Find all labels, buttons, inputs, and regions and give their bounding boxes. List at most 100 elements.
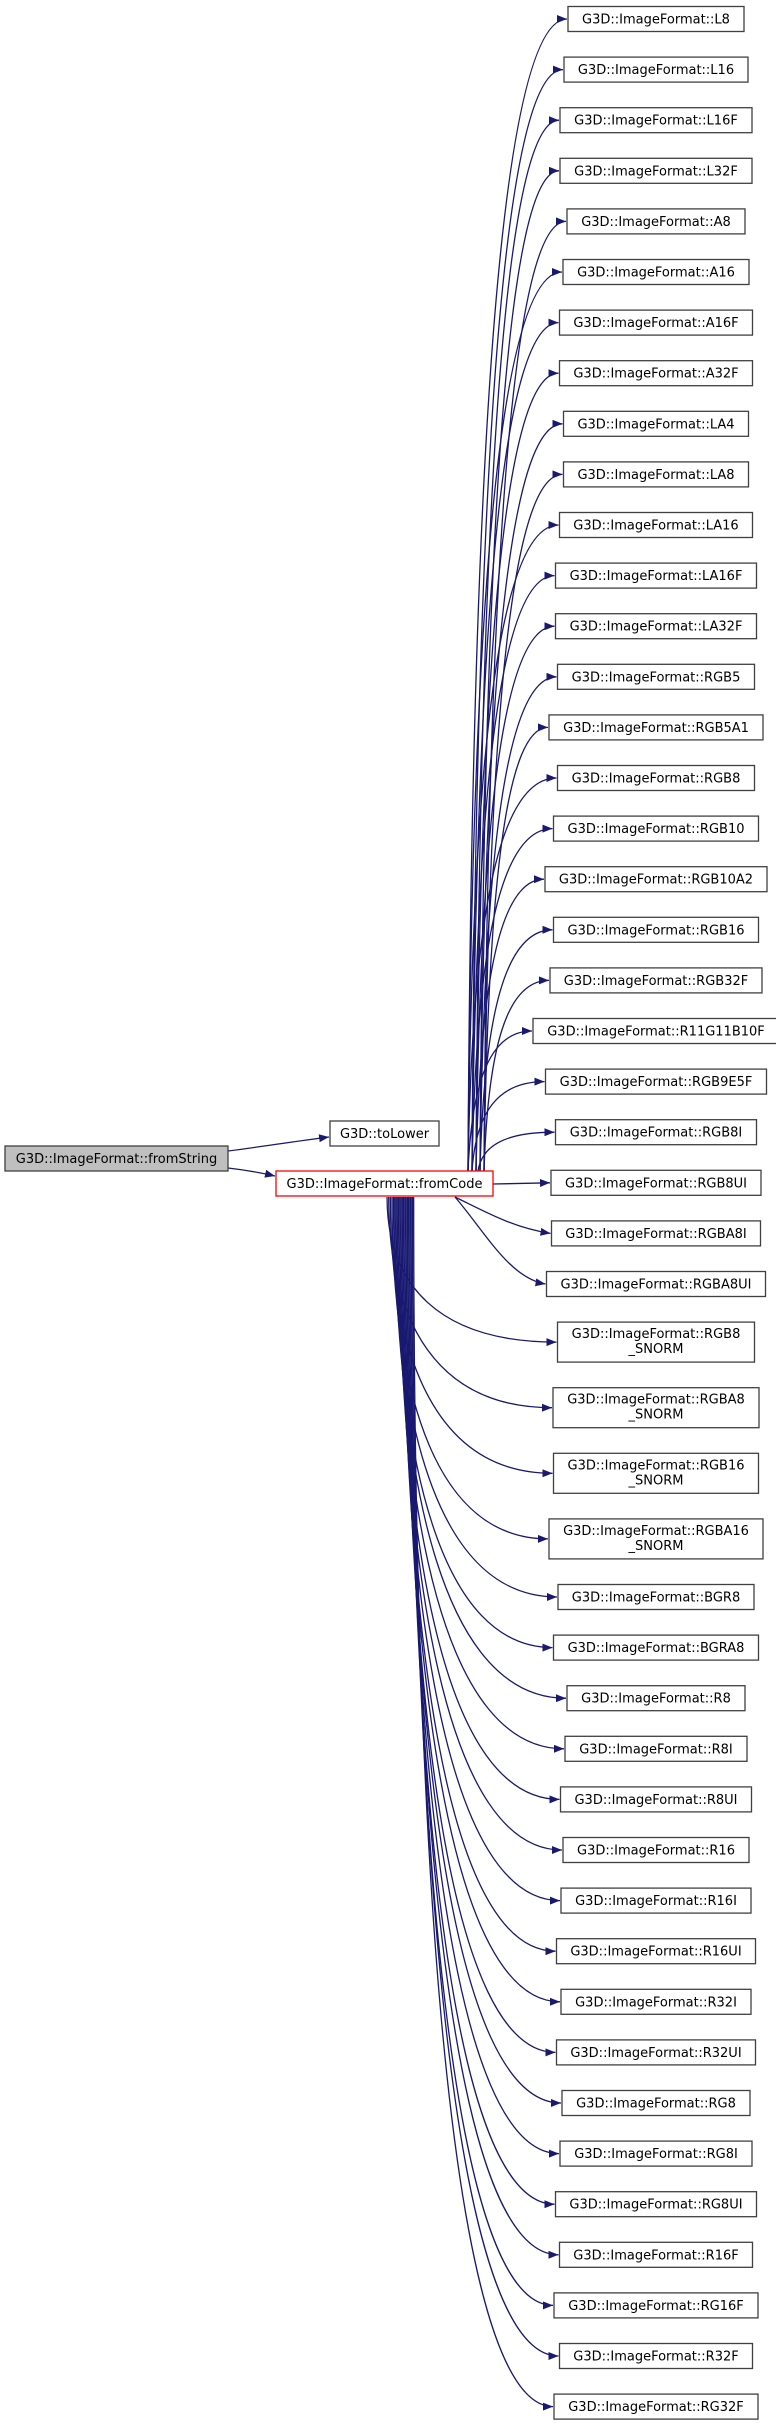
node-la32f[interactable]: G3D::ImageFormat::LA32F — [554, 613, 758, 640]
node-bgra8-box[interactable] — [552, 1634, 760, 1661]
node-rgba8i-box[interactable] — [550, 1220, 762, 1247]
node-bgra8[interactable]: G3D::ImageFormat::BGRA8 — [552, 1634, 760, 1661]
node-rgb16_snorm[interactable]: G3D::ImageFormat::RGB16_SNORM — [552, 1452, 760, 1494]
node-fromCode[interactable]: G3D::ImageFormat::fromCode — [275, 1170, 494, 1197]
node-rgb10-box[interactable] — [552, 815, 760, 842]
node-l16f-box[interactable] — [559, 107, 753, 134]
node-r8ui[interactable]: G3D::ImageFormat::R8UI — [559, 1786, 753, 1813]
node-r11g11b10f[interactable]: G3D::ImageFormat::R11G11B10F — [532, 1017, 776, 1045]
node-r32i[interactable]: G3D::ImageFormat::R32I — [560, 1988, 752, 2015]
node-rgb10a2[interactable]: G3D::ImageFormat::RGB10A2 — [544, 866, 768, 893]
node-r16f-box[interactable] — [558, 2241, 754, 2268]
node-r16i-box[interactable] — [560, 1887, 752, 1914]
node-rgba8_snorm-box[interactable] — [552, 1387, 760, 1429]
node-rg8i-box[interactable] — [559, 2140, 753, 2167]
node-rgb8i[interactable]: G3D::ImageFormat::RGB8I — [554, 1119, 758, 1146]
node-a32f-box[interactable] — [558, 360, 754, 387]
node-rg8ui[interactable]: G3D::ImageFormat::RG8UI — [554, 2191, 758, 2218]
node-r16[interactable]: G3D::ImageFormat::R16 — [562, 1836, 750, 1864]
node-l32f[interactable]: G3D::ImageFormat::L32F — [559, 157, 753, 184]
node-r8i-box[interactable] — [564, 1735, 748, 1762]
node-rg16f-box[interactable] — [553, 2292, 759, 2319]
node-fromString[interactable]: G3D::ImageFormat::fromString — [4, 1145, 229, 1172]
node-r16f[interactable]: G3D::ImageFormat::R16F — [558, 2241, 754, 2268]
node-la16-box[interactable] — [558, 511, 754, 539]
node-a8-box[interactable] — [566, 208, 746, 235]
node-rgba16_snorm-box[interactable] — [548, 1518, 764, 1560]
node-r16i[interactable]: G3D::ImageFormat::R16I — [560, 1887, 752, 1914]
node-rg32f[interactable]: G3D::ImageFormat::RG32F — [553, 2393, 759, 2420]
node-a32f[interactable]: G3D::ImageFormat::A32F — [558, 360, 754, 387]
node-a16[interactable]: G3D::ImageFormat::A16 — [562, 258, 750, 286]
node-rgb5a1-box[interactable] — [548, 714, 764, 741]
node-toLower-box[interactable] — [329, 1120, 440, 1147]
node-r32f-box[interactable] — [558, 2342, 754, 2370]
node-r32ui[interactable]: G3D::ImageFormat::R32UI — [555, 2039, 757, 2066]
node-la32f-box[interactable] — [554, 613, 758, 640]
node-la16[interactable]: G3D::ImageFormat::LA16 — [558, 511, 754, 539]
node-r16-box[interactable] — [562, 1836, 750, 1864]
node-r32i-box[interactable] — [560, 1988, 752, 2015]
node-rg16f[interactable]: G3D::ImageFormat::RG16F — [553, 2292, 759, 2319]
node-rgb32f-box[interactable] — [549, 967, 763, 994]
node-rg8-box[interactable] — [561, 2089, 751, 2117]
node-fromString-box[interactable] — [4, 1145, 229, 1172]
node-rgb10[interactable]: G3D::ImageFormat::RGB10 — [552, 815, 760, 842]
node-rgba8i[interactable]: G3D::ImageFormat::RGBA8I — [550, 1220, 762, 1247]
node-rgba8_snorm[interactable]: G3D::ImageFormat::RGBA8_SNORM — [552, 1387, 760, 1429]
node-rg8i[interactable]: G3D::ImageFormat::RG8I — [559, 2140, 753, 2167]
node-rgb8_snorm-box[interactable] — [556, 1321, 756, 1363]
node-fromCode-box[interactable] — [275, 1170, 494, 1197]
node-r8-box[interactable] — [566, 1685, 746, 1712]
node-rgb9e5f-box[interactable] — [544, 1068, 768, 1095]
node-rgb16-box[interactable] — [552, 916, 760, 943]
node-rg8ui-box[interactable] — [554, 2191, 758, 2218]
node-la4-box[interactable] — [562, 410, 750, 437]
node-a8[interactable]: G3D::ImageFormat::A8 — [566, 208, 746, 235]
node-l8-box[interactable] — [567, 5, 745, 33]
node-la4[interactable]: G3D::ImageFormat::LA4 — [562, 410, 750, 437]
node-l16[interactable]: G3D::ImageFormat::L16 — [563, 56, 749, 83]
node-rg32f-box[interactable] — [553, 2393, 759, 2420]
node-rg8[interactable]: G3D::ImageFormat::RG8 — [561, 2089, 751, 2117]
node-r32ui-box[interactable] — [555, 2039, 757, 2066]
node-rgba16_snorm[interactable]: G3D::ImageFormat::RGBA16_SNORM — [548, 1518, 764, 1560]
node-rgb16_snorm-box[interactable] — [552, 1452, 760, 1494]
node-rgb9e5f[interactable]: G3D::ImageFormat::RGB9E5F — [544, 1068, 768, 1095]
node-rgb8i-box[interactable] — [554, 1119, 758, 1146]
node-l16f[interactable]: G3D::ImageFormat::L16F — [559, 107, 753, 134]
node-a16f[interactable]: G3D::ImageFormat::A16F — [558, 309, 754, 336]
node-r11g11b10f-box[interactable] — [532, 1017, 776, 1045]
node-la8-box[interactable] — [562, 461, 750, 488]
node-r16ui-box[interactable] — [555, 1938, 757, 1965]
node-l16-box[interactable] — [563, 56, 749, 83]
node-la8[interactable]: G3D::ImageFormat::LA8 — [562, 461, 750, 488]
node-rgb5-box[interactable] — [556, 663, 756, 690]
node-rgba8ui-box[interactable] — [545, 1270, 767, 1298]
node-l8[interactable]: G3D::ImageFormat::L8 — [567, 5, 745, 33]
node-a16f-box[interactable] — [558, 309, 754, 336]
node-rgb5a1[interactable]: G3D::ImageFormat::RGB5A1 — [548, 714, 764, 741]
node-bgr8[interactable]: G3D::ImageFormat::BGR8 — [557, 1583, 755, 1611]
node-toLower[interactable]: G3D::toLower — [329, 1120, 440, 1147]
node-rgb8_snorm[interactable]: G3D::ImageFormat::RGB8_SNORM — [556, 1321, 756, 1363]
node-rgb16[interactable]: G3D::ImageFormat::RGB16 — [552, 916, 760, 943]
node-la16f-box[interactable] — [554, 562, 758, 589]
node-r16ui[interactable]: G3D::ImageFormat::R16UI — [555, 1938, 757, 1965]
node-rgb8[interactable]: G3D::ImageFormat::RGB8 — [556, 764, 756, 792]
node-r8[interactable]: G3D::ImageFormat::R8 — [566, 1685, 746, 1712]
node-bgr8-box[interactable] — [557, 1583, 755, 1611]
node-rgb8ui[interactable]: G3D::ImageFormat::RGB8UI — [550, 1169, 762, 1196]
node-rgb8-box[interactable] — [556, 764, 756, 792]
node-r8ui-box[interactable] — [559, 1786, 753, 1813]
node-r8i[interactable]: G3D::ImageFormat::R8I — [564, 1735, 748, 1762]
node-l32f-box[interactable] — [559, 157, 753, 184]
node-rgb5[interactable]: G3D::ImageFormat::RGB5 — [556, 663, 756, 690]
node-rgba8ui[interactable]: G3D::ImageFormat::RGBA8UI — [545, 1270, 767, 1298]
node-la16f[interactable]: G3D::ImageFormat::LA16F — [554, 562, 758, 589]
node-a16-box[interactable] — [562, 258, 750, 286]
node-rgb32f[interactable]: G3D::ImageFormat::RGB32F — [549, 967, 763, 994]
node-rgb8ui-box[interactable] — [550, 1169, 762, 1196]
node-r32f[interactable]: G3D::ImageFormat::R32F — [558, 2342, 754, 2370]
node-rgb10a2-box[interactable] — [544, 866, 768, 893]
